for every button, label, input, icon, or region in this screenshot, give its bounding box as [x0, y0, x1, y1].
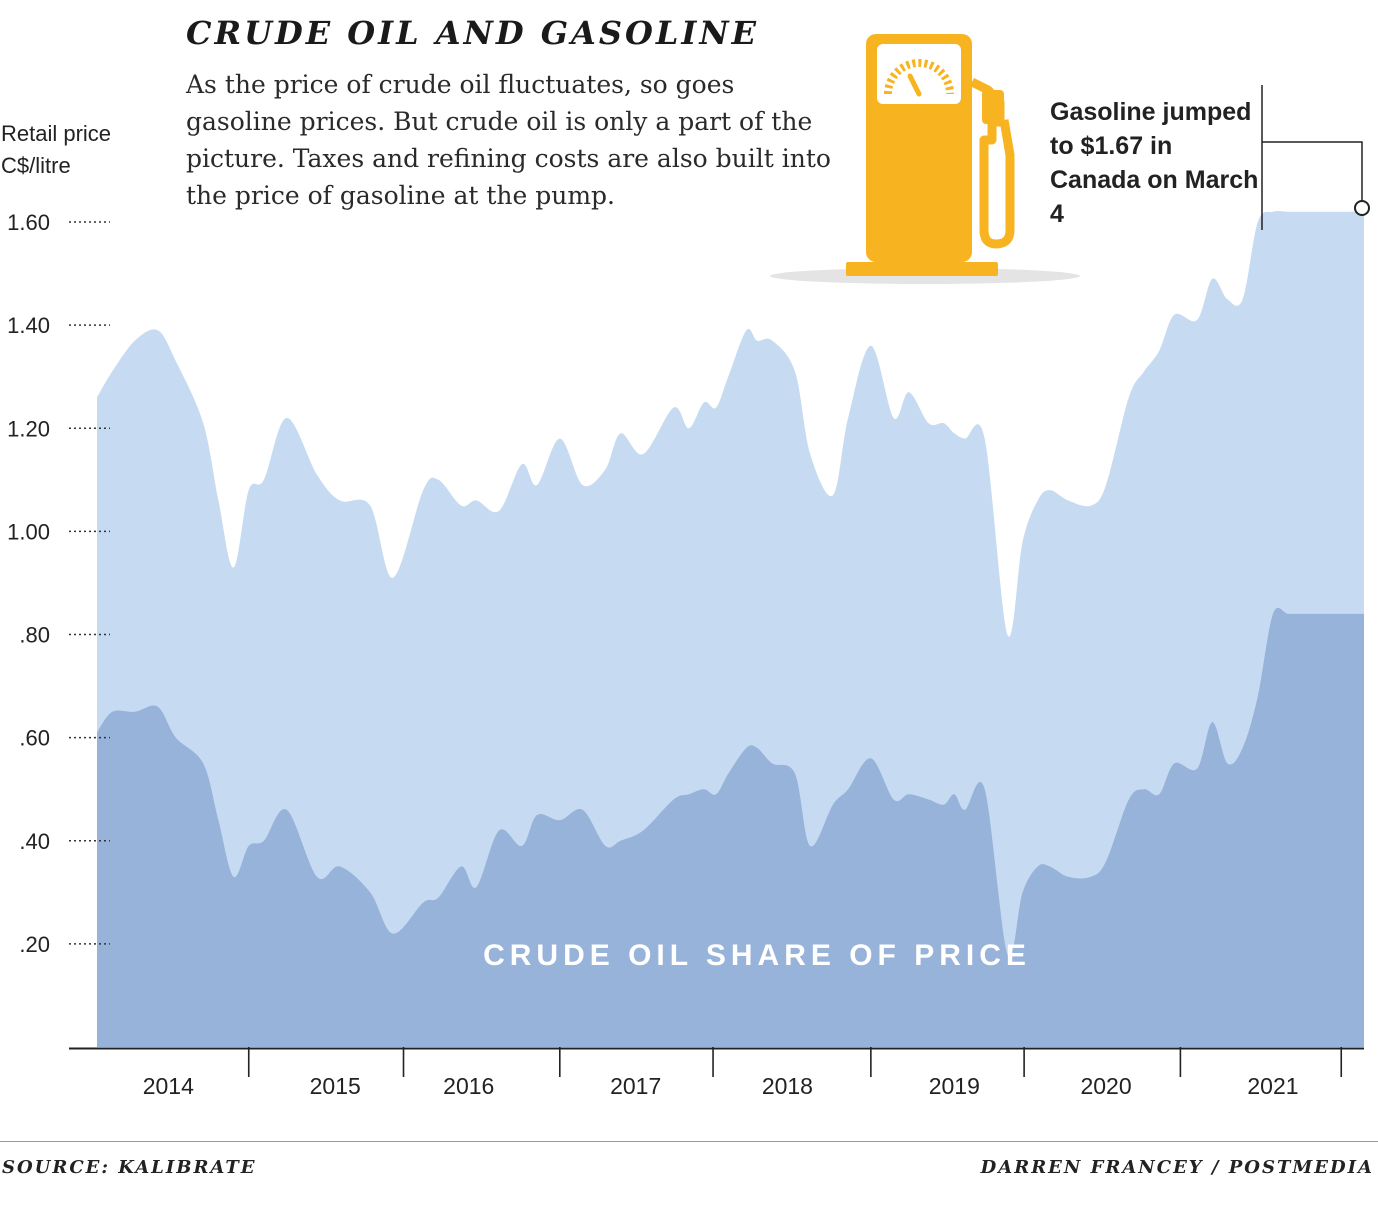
y-ticks-layer: .20 .40 .60 .80 1.00 1.20 1.40 1.60	[7, 210, 110, 957]
y-tick-label: 1.20	[7, 416, 50, 441]
gasoline-callout: Gasoline jumped to $1.67 in Canada on Ma…	[1050, 98, 1259, 228]
x-year-label: 2021	[1247, 1073, 1298, 1099]
y-tick-label: .60	[19, 726, 50, 751]
x-year-label: 2017	[610, 1073, 661, 1099]
callout-leader-line	[1262, 141, 1363, 200]
chart-title: CRUDE OIL AND GASOLINE	[186, 14, 759, 52]
chart-intro: As the price of crude oil fluctuates, so…	[186, 70, 831, 210]
crude-oil-area	[97, 607, 1364, 1047]
y-tick-label: .40	[19, 829, 50, 854]
y-tick-label: 1.60	[7, 210, 50, 235]
y-tick-label: 1.00	[7, 519, 50, 544]
y-axis-unit: Retail price C$/litre	[1, 118, 111, 182]
x-axis-layer: 2014 2015 2016 2017 2018 2019 2020 2021	[69, 1047, 1364, 1099]
y-tick-label: .80	[19, 623, 50, 648]
footer-rule	[0, 1141, 1378, 1142]
y-tick-label: .20	[19, 932, 50, 957]
gas-pump-icon	[770, 34, 1080, 284]
x-year-label: 2018	[762, 1073, 813, 1099]
callout-marker	[1354, 200, 1370, 216]
y-tick-label: 1.40	[7, 313, 50, 338]
areas-layer	[97, 210, 1364, 1047]
x-year-label: 2019	[929, 1073, 980, 1099]
x-year-label: 2020	[1080, 1073, 1131, 1099]
crude-share-label: CRUDE OIL SHARE OF PRICE	[483, 939, 1031, 972]
x-year-label: 2016	[443, 1073, 494, 1099]
y-axis-unit-line2: C$/litre	[1, 153, 71, 178]
y-axis-unit-line1: Retail price	[1, 121, 112, 146]
gasoline-area	[97, 210, 1364, 1047]
x-year-label: 2015	[310, 1073, 361, 1099]
source-note: SOURCE: KALIBRATE	[2, 1157, 257, 1178]
x-year-label: 2014	[143, 1073, 194, 1099]
callout-leader	[1261, 85, 1370, 230]
credit-note: DARREN FRANCEY / POSTMEDIA	[980, 1157, 1374, 1178]
